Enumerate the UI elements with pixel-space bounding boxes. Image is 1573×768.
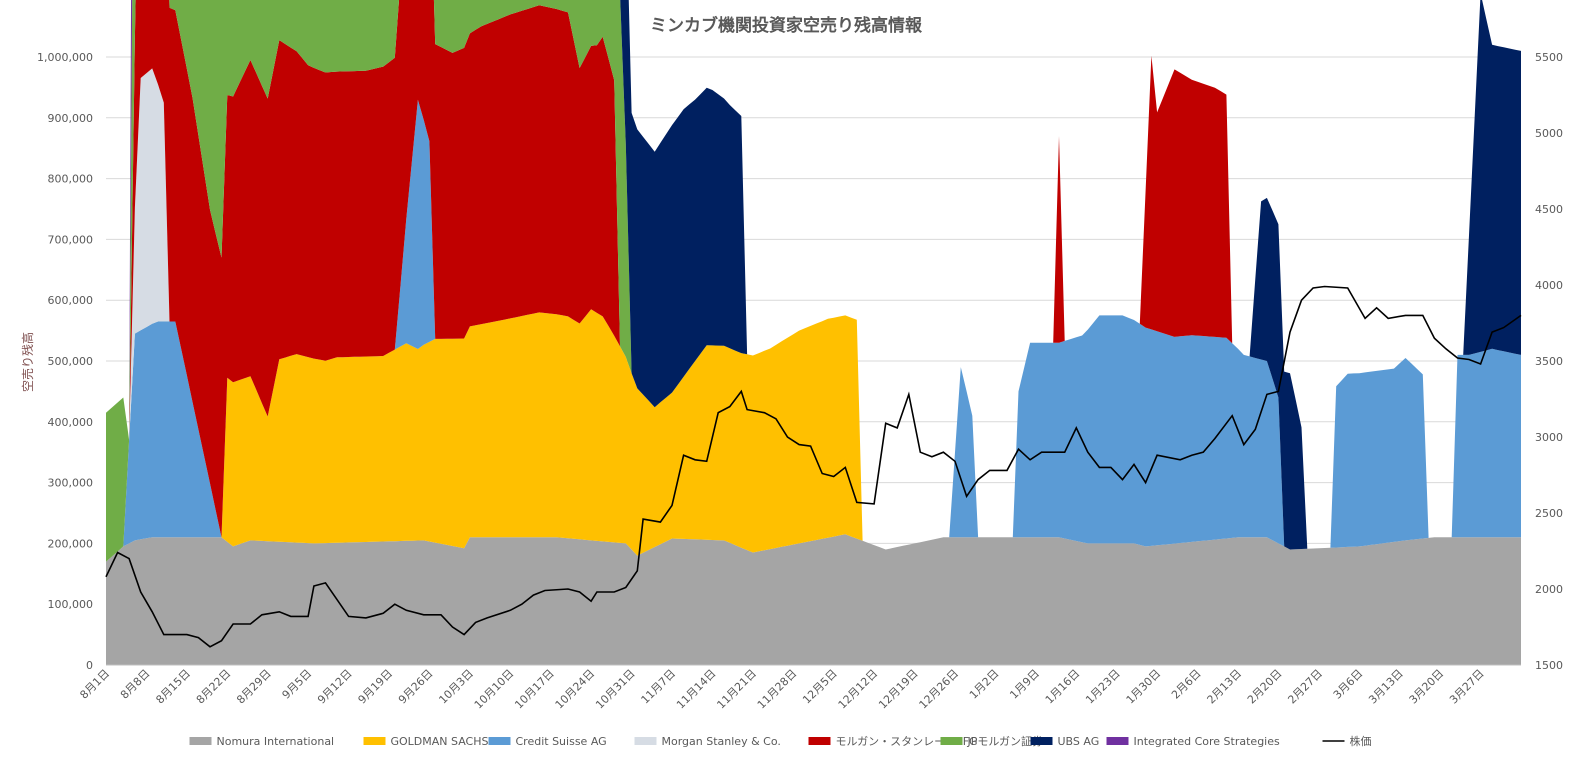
plot-area [106, 0, 1521, 665]
y2-tick-label: 2500 [1535, 507, 1563, 520]
y-axis-label: 空売り残高 [20, 332, 35, 392]
legend-item: 株価 [1322, 734, 1372, 748]
x-tick-label: 2月20日 [1245, 667, 1285, 707]
chart-title: ミンカブ機関投資家空売り残高情報 [650, 15, 923, 36]
x-tick-label: 1月30日 [1124, 667, 1164, 707]
legend-item: UBS AG [1030, 735, 1100, 748]
x-tick-label: 11月28日 [755, 667, 800, 712]
x-tick-label: 2月6日 [1169, 667, 1204, 702]
y-tick-label: 800,000 [48, 173, 94, 186]
y-tick-label: 100,000 [48, 598, 94, 611]
x-tick-label: 10月17日 [512, 667, 557, 712]
x-tick-label: 12月12日 [836, 667, 881, 712]
x-tick-label: 2月27日 [1285, 667, 1325, 707]
y2-tick-label: 5000 [1535, 127, 1563, 140]
x-tick-label: 11月14日 [674, 667, 719, 712]
y-tick-label: 600,000 [48, 294, 94, 307]
x-tick-label: 8月15日 [153, 667, 193, 707]
x-tick-label: 3月20日 [1407, 667, 1447, 707]
x-tick-label: 1月23日 [1083, 667, 1123, 707]
y2-tick-label: 2000 [1535, 583, 1563, 596]
y-tick-label: 900,000 [48, 112, 94, 125]
legend-label: 株価 [1350, 734, 1372, 748]
legend-item: Nomura International [189, 735, 335, 748]
price-line-layer [105, 285, 1522, 648]
x-tick-label: 8月8日 [118, 667, 153, 702]
x-tick-label: 11月7日 [639, 667, 679, 707]
x-tick-label: 1月16日 [1043, 667, 1083, 707]
x-tick-label: 10月10日 [472, 667, 517, 712]
area-series [106, 0, 1521, 562]
legend-item: JPモルガン証券 [940, 734, 1044, 748]
legend-item: Morgan Stanley & Co. [634, 735, 781, 748]
x-tick-label: 12月26日 [917, 667, 962, 712]
x-tick-label: 9月26日 [396, 667, 436, 707]
y2-tick-label: 5500 [1535, 51, 1563, 64]
price-line [105, 285, 1522, 648]
legend-label: JPモルガン証券 [967, 734, 1044, 748]
legend-swatch [808, 737, 831, 745]
legend-swatch [488, 737, 511, 745]
y2-tick-label: 1500 [1535, 659, 1563, 672]
x-tick-label: 8月1日 [77, 667, 112, 702]
x-tick-label: 8月22日 [194, 667, 234, 707]
legend-item: GOLDMAN SACHS [363, 735, 489, 748]
x-tick-label: 12月19日 [876, 667, 921, 712]
x-tick-label: 9月12日 [315, 667, 355, 707]
area-series [106, 0, 1521, 562]
x-tick-label: 3月6日 [1331, 667, 1366, 702]
y-tick-label: 300,000 [48, 477, 94, 490]
y2-tick-label: 3500 [1535, 355, 1563, 368]
legend-swatch [940, 737, 963, 745]
x-tick-label: 1月2日 [967, 667, 1002, 702]
x-tick-label: 10月24日 [553, 667, 598, 712]
legend: Nomura International GOLDMAN SACHS Credit … [189, 734, 1372, 748]
y-tick-label: 1,000,000 [37, 51, 93, 64]
y2-tick-label: 4000 [1535, 279, 1563, 292]
legend-swatch [189, 737, 212, 745]
legend-label: Morgan Stanley & Co. [662, 735, 781, 748]
legend-swatch [1106, 737, 1129, 745]
y-tick-label: 500,000 [48, 355, 94, 368]
y-tick-label: 400,000 [48, 416, 94, 429]
x-tick-label: 10月3日 [436, 667, 476, 707]
legend-swatch [363, 737, 386, 745]
x-tick-label: 9月5日 [280, 667, 315, 702]
legend-label: Credit Suisse AG [516, 735, 607, 748]
x-tick-label: 11月21日 [714, 667, 759, 712]
x-tick-label: 8月29日 [234, 667, 274, 707]
x-tick-label: 9月19日 [356, 667, 396, 707]
x-tick-label: 3月13日 [1366, 667, 1406, 707]
y-tick-label: 200,000 [48, 537, 94, 550]
legend-swatch [634, 737, 657, 745]
area-series [106, 534, 1521, 665]
area-series [106, 99, 1521, 562]
y2-tick-label: 4500 [1535, 203, 1563, 216]
legend-label: UBS AG [1058, 735, 1100, 748]
y-tick-label: 700,000 [48, 233, 94, 246]
legend-item: Credit Suisse AG [488, 735, 607, 748]
area-series [106, 309, 1521, 562]
legend-label: Integrated Core Strategies [1134, 735, 1281, 748]
legend-item: Integrated Core Strategies [1106, 735, 1281, 748]
x-tick-label: 2月13日 [1205, 667, 1245, 707]
x-tick-label: 12月5日 [800, 667, 840, 707]
y-tick-label: 0 [86, 659, 93, 672]
x-tick-label: 10月31日 [593, 667, 638, 712]
x-tick-label: 3月27日 [1447, 667, 1487, 707]
legend-swatch [1030, 737, 1053, 745]
x-tick-label: 1月9日 [1007, 667, 1042, 702]
y2-tick-label: 3000 [1535, 431, 1563, 444]
legend-label: Nomura International [217, 735, 335, 748]
legend-label: GOLDMAN SACHS [391, 735, 489, 748]
